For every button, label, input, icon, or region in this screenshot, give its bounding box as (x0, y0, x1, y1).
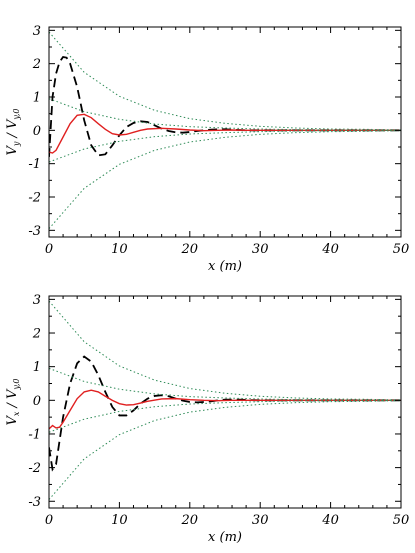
series-dotted-5 (49, 129, 401, 163)
y-tick-label: 1 (33, 360, 41, 375)
y-axis-label: Vy / Vy,0 (5, 108, 21, 155)
x-axis-label: x (m) (208, 259, 242, 274)
y-tick-label: 3 (33, 293, 41, 308)
x-tick-label: 50 (393, 242, 410, 257)
panel-top: 0 10 20 30 40 50 -3 -2 -1 0 1 2 3 x (m) Vy / Vy,0 (5, 24, 409, 274)
x-tick-label: 20 (181, 242, 199, 257)
x-tick-label: 10 (111, 242, 128, 257)
plot-frame (48, 26, 402, 238)
series-solid-1 (49, 389, 401, 430)
y-tick-label: -2 (28, 191, 41, 206)
series-dotted-2 (49, 31, 401, 131)
series-dotted-3 (49, 130, 401, 229)
x-tick-label: 50 (393, 513, 410, 528)
x-tick-label: 0 (45, 513, 53, 528)
y-tick-label: 1 (33, 91, 41, 106)
y-tick-label: 0 (33, 124, 41, 139)
x-tick-label: 30 (252, 513, 269, 528)
x-tick-label: 40 (321, 513, 339, 528)
panel-bottom: 0 10 20 30 40 50 -3 -2 -1 0 1 2 3 x (m) Vx / Vy,0 (5, 293, 409, 545)
y-tick-label: 2 (32, 327, 41, 342)
y-axis-label: Vx / Vy,0 (5, 378, 21, 425)
series-dashed-0 (49, 355, 401, 472)
x-tick-label: 20 (181, 513, 199, 528)
x-tick-label: 10 (111, 513, 128, 528)
series-dotted-4 (49, 98, 401, 131)
x-axis-label: x (m) (208, 530, 242, 545)
y-tick-label: 3 (33, 24, 41, 39)
y-tick-label: -3 (28, 495, 41, 510)
x-tick-label: 40 (321, 242, 339, 257)
series-dotted-3 (49, 400, 401, 500)
x-tick-label: 0 (45, 242, 53, 257)
y-tick-label: -1 (28, 157, 41, 172)
y-tick-label: -3 (28, 224, 41, 239)
y-tick-label: 2 (32, 57, 41, 72)
series-dotted-5 (49, 399, 401, 433)
y-tick-label: -1 (28, 427, 41, 442)
y-tick-label: 0 (33, 394, 41, 409)
y-tick-label: -2 (28, 461, 41, 476)
plot-frame (48, 295, 402, 509)
x-tick-label: 30 (252, 242, 269, 257)
series-dashed-0 (49, 56, 401, 158)
series-solid-1 (49, 113, 401, 154)
